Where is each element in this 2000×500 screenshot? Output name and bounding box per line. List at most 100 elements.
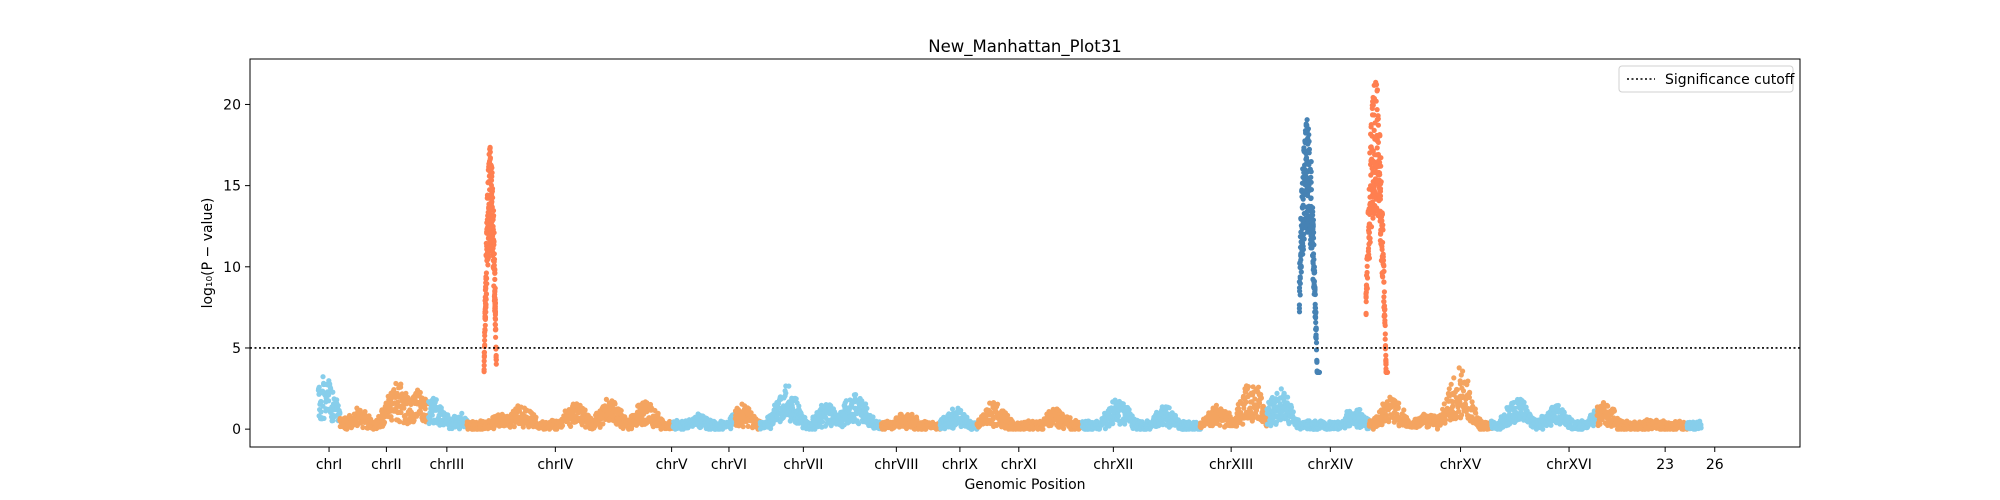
data-point (783, 390, 789, 396)
data-point (1448, 381, 1454, 387)
data-point-peak (492, 276, 498, 282)
data-point (618, 408, 624, 414)
data-point (1611, 408, 1617, 414)
data-point (397, 419, 403, 425)
data-point (853, 392, 859, 398)
data-point (622, 414, 628, 420)
data-point (398, 409, 404, 416)
data-point (1243, 399, 1249, 405)
data-point (793, 396, 799, 402)
data-point-peak (493, 361, 499, 367)
data-point (316, 384, 322, 390)
data-point (417, 408, 423, 415)
data-point (1442, 417, 1448, 423)
data-point (337, 411, 343, 417)
data-point (318, 409, 324, 415)
data-point (1285, 394, 1291, 400)
data-point (1217, 422, 1223, 428)
data-point (740, 424, 746, 430)
data-point (1213, 402, 1219, 408)
data-point (1386, 419, 1392, 425)
data-point (1401, 407, 1407, 413)
data-point (819, 419, 826, 425)
data-point (1278, 386, 1284, 392)
data-point (429, 412, 435, 418)
data-point (1548, 422, 1554, 428)
data-point (459, 410, 465, 416)
data-point (1454, 387, 1460, 393)
data-point (1258, 391, 1264, 398)
data-point (1467, 389, 1473, 395)
data-point (1451, 375, 1457, 381)
data-point (1469, 399, 1475, 405)
data-point-peak (493, 352, 499, 359)
data-point (1395, 405, 1401, 411)
data-point (655, 410, 661, 416)
data-point (942, 426, 948, 432)
data-point (864, 405, 870, 411)
data-point (401, 405, 407, 411)
data-point (1245, 384, 1251, 390)
data-point (1240, 421, 1246, 427)
data-point (511, 424, 517, 430)
data-point (949, 406, 956, 412)
data-point (1122, 421, 1128, 427)
data-point (417, 389, 423, 396)
data-point (362, 409, 368, 415)
data-point (603, 396, 610, 402)
data-point (433, 397, 439, 403)
data-point (335, 403, 341, 409)
data-point (1597, 421, 1603, 427)
data-point (1473, 410, 1479, 416)
data-point (1005, 412, 1011, 418)
data-point (330, 389, 336, 395)
data-point (1605, 403, 1611, 409)
data-point (856, 421, 862, 427)
data-point-peak (482, 337, 488, 343)
data-point (1465, 378, 1471, 384)
data-point (411, 417, 417, 423)
data-point (533, 414, 539, 420)
data-point (422, 406, 428, 412)
data-point (628, 426, 635, 432)
data-point (360, 424, 366, 431)
data-point (1450, 403, 1456, 409)
data-point (1462, 401, 1468, 407)
data-point (389, 417, 395, 423)
data-point (559, 423, 566, 429)
data-point (995, 401, 1001, 407)
data-point (612, 401, 618, 407)
data-point (1460, 388, 1467, 394)
data-point (1460, 368, 1466, 374)
data-point (786, 383, 792, 389)
data-point (1446, 386, 1452, 392)
data-point (870, 414, 876, 420)
data-point (320, 374, 326, 380)
data-point (863, 401, 869, 407)
data-point (600, 421, 606, 427)
data-point (582, 408, 588, 414)
data-point (318, 398, 324, 405)
data-points (315, 79, 1704, 432)
data-point-peak (492, 321, 498, 327)
data-point (1290, 409, 1296, 415)
data-point (1274, 390, 1280, 396)
data-point (344, 426, 350, 432)
data-point (1255, 384, 1262, 390)
data-point (403, 390, 409, 396)
data-point (568, 423, 574, 429)
data-point (391, 387, 397, 393)
data-point (1555, 402, 1561, 409)
data-point (381, 419, 388, 425)
data-point (321, 415, 327, 421)
data-point (1698, 425, 1704, 431)
data-point (1396, 400, 1402, 406)
data-point (326, 398, 332, 404)
data-point (1357, 407, 1363, 413)
data-point (1115, 413, 1121, 419)
data-point (398, 384, 404, 390)
data-point (745, 423, 751, 429)
data-point (1040, 426, 1046, 432)
data-point (1166, 405, 1172, 411)
